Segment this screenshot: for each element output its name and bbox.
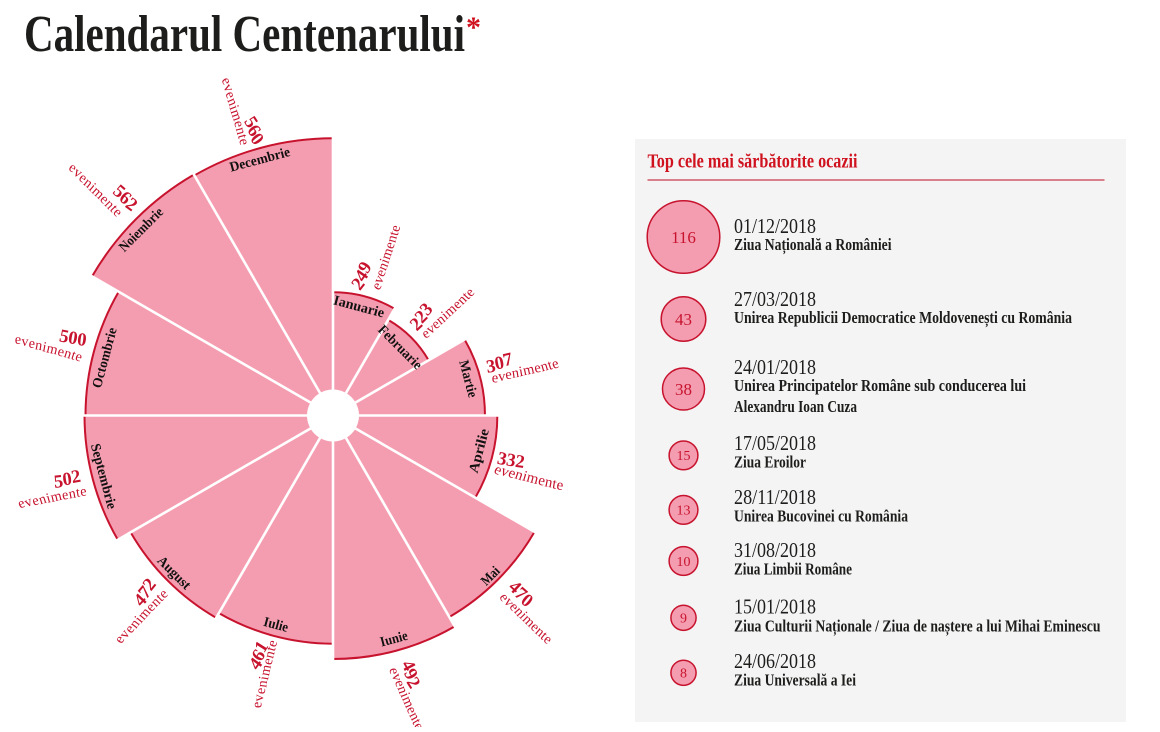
svg-text:15/01/2018: 15/01/2018 <box>734 595 816 619</box>
svg-text:24/01/2018: 24/01/2018 <box>734 355 816 379</box>
svg-text:10: 10 <box>677 555 691 570</box>
svg-text:Unirea Republicii Democratice: Unirea Republicii Democratice Moldoveneș… <box>734 308 1072 328</box>
svg-text:17/05/2018: 17/05/2018 <box>734 431 816 455</box>
svg-text:Unirea Bucovinei cu România: Unirea Bucovinei cu România <box>734 507 908 526</box>
svg-text:Ziua Limbii Române: Ziua Limbii Române <box>734 560 852 579</box>
svg-text:Top cele mai sărbătorite ocazi: Top cele mai sărbătorite ocazii <box>648 151 858 173</box>
svg-text:38: 38 <box>675 380 692 399</box>
svg-text:15: 15 <box>677 449 691 464</box>
svg-text:116: 116 <box>671 228 696 247</box>
svg-text:8: 8 <box>680 667 687 682</box>
svg-text:Ziua Universală a Iei: Ziua Universală a Iei <box>734 671 856 690</box>
svg-text:Ziua Eroilor: Ziua Eroilor <box>734 453 806 472</box>
svg-text:Calendarul Centenarului: Calendarul Centenarului <box>24 6 465 63</box>
svg-text:31/08/2018: 31/08/2018 <box>734 538 816 562</box>
svg-text:9: 9 <box>680 612 687 627</box>
svg-text:Ziua Națională a României: Ziua Națională a României <box>734 235 892 255</box>
svg-text:Iunie: Iunie <box>379 629 410 651</box>
svg-text:Ziua Culturii Naționale / Ziua: Ziua Culturii Naționale / Ziua de nașter… <box>734 617 1101 637</box>
svg-text:13: 13 <box>677 504 691 519</box>
svg-text:24/06/2018: 24/06/2018 <box>734 649 816 673</box>
svg-text:Iulie: Iulie <box>262 615 290 636</box>
svg-text:*: * <box>466 11 481 44</box>
svg-text:332: 332 <box>495 448 526 473</box>
svg-text:43: 43 <box>675 310 692 329</box>
svg-text:27/03/2018: 27/03/2018 <box>734 287 816 311</box>
svg-text:Unirea Principatelor Române su: Unirea Principatelor Române sub conducer… <box>734 376 1026 395</box>
svg-text:01/12/2018: 01/12/2018 <box>734 214 816 238</box>
svg-text:28/11/2018: 28/11/2018 <box>734 485 816 509</box>
svg-text:Alexandru Ioan Cuza: Alexandru Ioan Cuza <box>734 397 857 416</box>
